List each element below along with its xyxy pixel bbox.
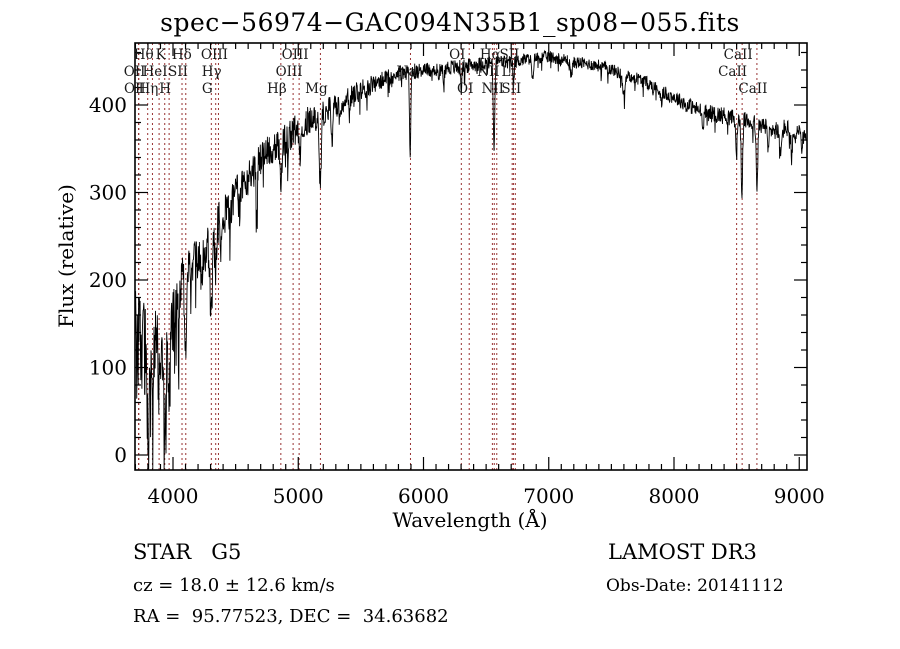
x-tick-label: 4000 xyxy=(148,484,199,508)
line-label-NII: NII xyxy=(482,81,504,97)
line-label-HeI: HeI xyxy=(143,64,168,80)
x-tick-label: 5000 xyxy=(273,484,324,508)
y-tick-label: 300 xyxy=(89,181,127,205)
line-label-CaII: CaII xyxy=(738,81,767,97)
line-label-SII: SII xyxy=(168,64,188,80)
y-tick-label: 0 xyxy=(114,443,127,467)
line-label-NII: NII xyxy=(477,64,499,80)
plot-title: spec−56974−GAC094N35B1_sp08−055.fits xyxy=(160,8,740,37)
x-tick-label: 7000 xyxy=(523,484,574,508)
x-tick-label: 9000 xyxy=(774,484,825,508)
line-label-CaII: CaII xyxy=(724,47,753,63)
line-label-Hα: Hα xyxy=(480,47,501,63)
line-label-Hθ: Hθ xyxy=(134,47,154,63)
line-label-OIII: OIII xyxy=(201,47,228,63)
line-label-Hη: Hη xyxy=(139,81,159,97)
line-label-OI: OI xyxy=(457,81,473,97)
line-label-OIII: OIII xyxy=(276,64,303,80)
line-label-Mg: Mg xyxy=(305,81,328,97)
line-label-Li: Li xyxy=(502,64,516,80)
obs-date: Obs-Date: 20141112 xyxy=(606,576,784,596)
line-label-OI: OI xyxy=(449,47,465,63)
y-tick-label: 400 xyxy=(89,93,127,117)
line-label-Na: Na xyxy=(397,64,417,80)
cz-value: cz = 18.0 ± 12.6 km/s xyxy=(133,575,335,596)
object-class: STAR G5 xyxy=(133,540,242,564)
line-label-Hδ: Hδ xyxy=(172,47,192,63)
x-axis-title: Wavelength (Å) xyxy=(392,508,548,532)
survey-release: LAMOST DR3 xyxy=(608,540,757,564)
spectrum-trace xyxy=(134,49,807,470)
x-tick-label: 8000 xyxy=(649,484,700,508)
line-label-Hγ: Hγ xyxy=(202,64,222,80)
line-label-OIII: OIII xyxy=(282,47,309,63)
line-label-SII: SII xyxy=(501,81,521,97)
plot-frame xyxy=(134,42,808,471)
line-label-Hβ: Hβ xyxy=(267,81,287,97)
line-label-H: H xyxy=(159,81,171,97)
y-tick-label: 100 xyxy=(89,356,127,380)
line-label-SII: SII xyxy=(499,47,519,63)
line-label-G: G xyxy=(202,81,213,97)
x-tick-label: 6000 xyxy=(398,484,449,508)
line-label-CaII: CaII xyxy=(718,64,747,80)
line-label-OII: OII xyxy=(124,64,146,80)
line-label-K: K xyxy=(156,47,167,63)
line-label-OII: OII xyxy=(124,81,146,97)
y-axis-title: Flux (relative) xyxy=(54,184,78,328)
y-tick-label: 200 xyxy=(89,268,127,292)
ra-dec: RA = 95.77523, DEC = 34.63682 xyxy=(133,606,449,627)
